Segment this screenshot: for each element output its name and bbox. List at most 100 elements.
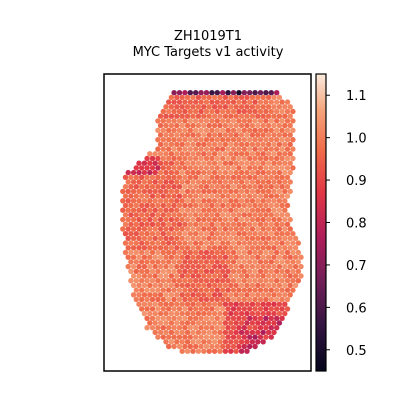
spot [120,216,126,223]
spot [222,254,229,260]
spot [201,235,207,242]
spot [176,118,183,124]
spot [201,141,207,148]
spot [265,301,272,307]
spot [214,278,220,284]
spot [168,245,175,251]
spot [184,226,191,232]
spot [233,348,239,354]
spot [198,278,204,284]
spot [279,193,285,199]
spot [198,99,204,105]
spot [136,160,142,166]
spot [141,245,148,251]
spot [139,174,145,180]
spot [171,184,177,190]
spot [147,273,153,279]
spot [182,202,188,209]
spot [211,226,218,232]
spot [290,146,296,152]
spot [217,169,223,176]
spot [160,231,166,237]
spot [184,179,191,185]
spot [139,221,145,227]
spot [171,325,177,331]
spot [147,226,153,232]
spot [225,268,231,274]
spot [263,259,269,265]
spot [247,174,253,180]
spot [249,141,256,148]
spot [174,169,180,176]
spot [211,113,218,119]
spot [182,127,188,133]
spot [128,249,134,256]
spot [171,343,177,350]
spot [230,146,237,152]
spot [238,104,245,110]
spot [217,141,223,148]
spot [220,127,226,133]
spot [198,325,204,331]
spot [265,273,272,279]
spot [244,104,250,110]
spot [255,104,261,110]
spot [228,273,234,279]
spot [282,263,288,270]
spot [225,259,231,265]
spot [268,212,274,218]
spot [230,259,237,265]
spot [274,287,280,293]
spot [268,334,274,340]
spot [214,287,220,293]
spot [198,165,204,171]
spot [182,193,188,199]
spot [274,231,280,237]
spot [190,329,196,336]
spot [171,118,177,124]
spot [141,169,148,176]
spot [209,99,215,105]
spot [228,282,234,289]
spot [182,268,188,274]
spot [133,296,139,303]
spot [284,184,291,190]
spot [139,296,145,303]
spot [271,282,277,289]
spot [166,174,172,180]
spot [244,301,250,307]
spot [166,306,172,312]
spot [268,325,274,331]
spot [190,188,196,195]
spot [160,193,166,199]
spot [152,292,158,298]
spot [166,127,172,133]
spot [247,278,253,284]
spot [157,113,164,119]
spot [203,155,210,162]
spot [125,235,131,242]
spot [176,127,183,133]
spot [263,165,269,171]
spot [271,160,277,166]
spot [255,273,261,279]
spot [255,169,261,176]
spot [236,240,242,246]
spot [147,188,153,195]
spot [211,254,218,260]
spot [182,306,188,312]
spot [284,287,291,293]
spot [214,155,220,162]
spot [203,184,210,190]
spot [193,306,199,312]
spot [220,296,226,303]
spot [241,259,247,265]
spot [265,188,272,195]
spot [157,132,164,138]
spot [287,179,293,185]
spot [190,122,196,129]
spot [171,202,177,209]
spot [133,165,139,171]
spot [287,263,293,270]
spot [155,146,161,152]
